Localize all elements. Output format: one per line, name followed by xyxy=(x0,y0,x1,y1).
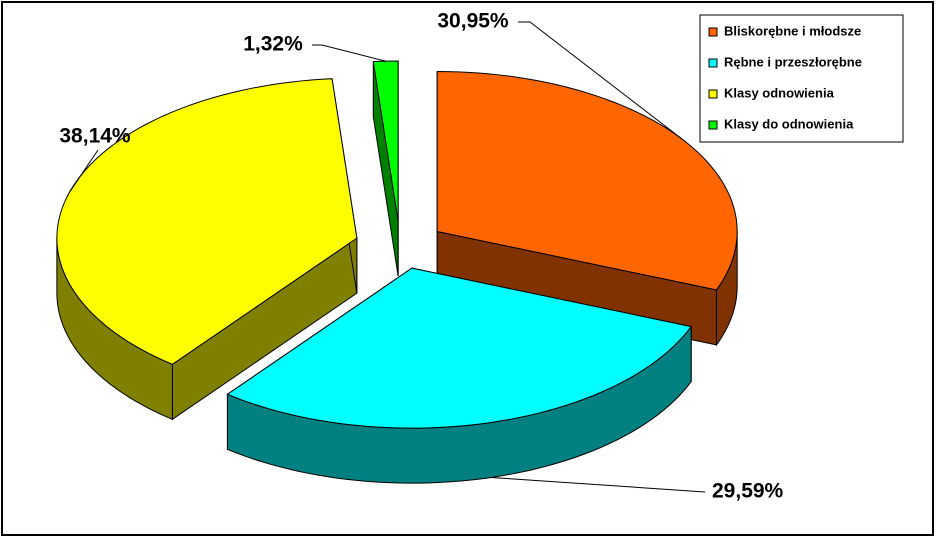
legend-label: Bliskorębne i młodsze xyxy=(724,23,861,38)
legend-swatch xyxy=(708,120,718,130)
slice xyxy=(372,60,399,222)
leader-line xyxy=(518,21,686,142)
legend-swatch xyxy=(708,58,718,68)
legend-label: Rębne i przeszłorębne xyxy=(724,54,862,69)
legend-label: Klasy do odnowienia xyxy=(724,116,854,131)
data-label: 30,95% xyxy=(437,10,509,33)
leader-line xyxy=(491,476,706,493)
leader-line xyxy=(68,149,99,193)
leader-line xyxy=(312,44,386,62)
legend-swatch xyxy=(708,27,718,37)
data-label: 1,32% xyxy=(243,33,303,56)
legend-label: Klasy odnowienia xyxy=(724,85,835,100)
slice xyxy=(226,267,693,429)
data-label: 29,59% xyxy=(712,480,784,503)
legend-swatch xyxy=(708,89,718,99)
data-label: 38,14% xyxy=(59,125,131,148)
legend xyxy=(699,14,904,143)
